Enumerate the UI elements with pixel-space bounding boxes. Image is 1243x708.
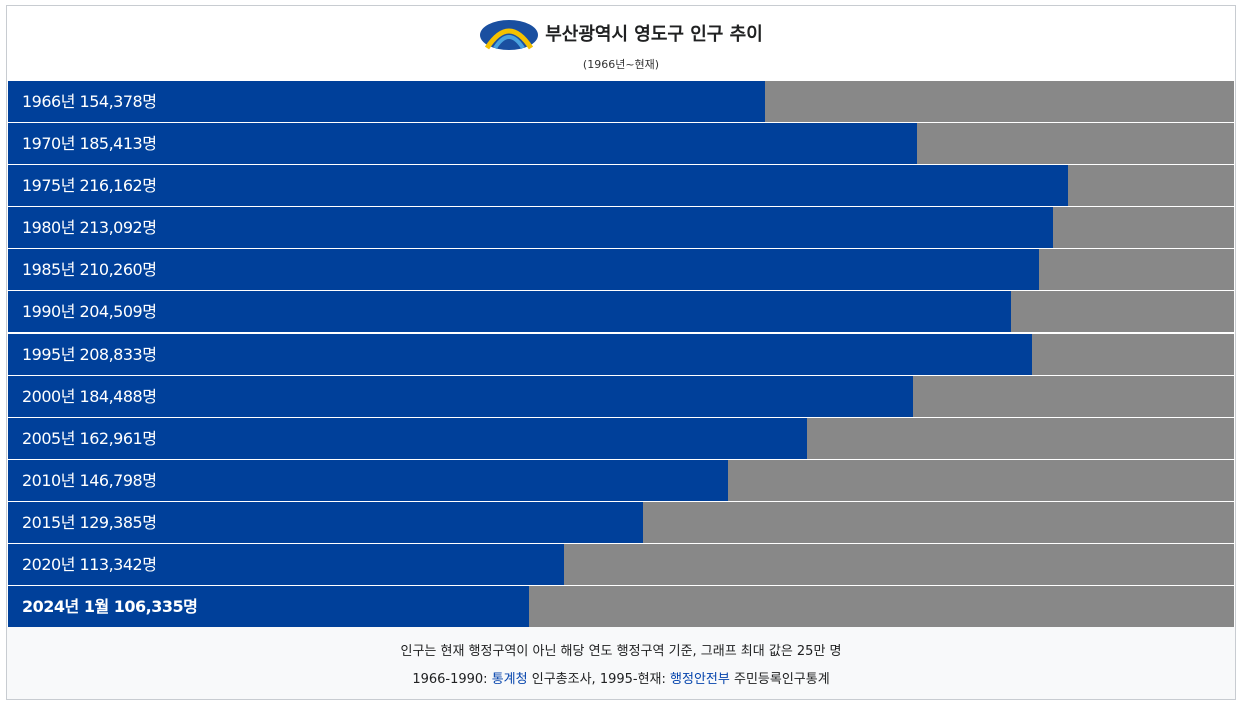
value-label: 210,260명 — [79, 260, 157, 280]
source-text: 1966-1990: — [412, 672, 488, 688]
bar — [8, 333, 1033, 375]
value-label: 184,488명 — [79, 386, 157, 406]
category-label: 2005년 — [22, 428, 75, 448]
bar-track: 2020년 113,342명 — [8, 544, 1234, 586]
bar — [8, 123, 918, 165]
source: 1966-1990: 통계청 인구총조사, 1995-현재: 행정안전부 주민등… — [7, 666, 1235, 694]
bar — [8, 375, 913, 417]
value-label: 146,798명 — [79, 470, 157, 490]
bar-track: 1966년 154,378명 — [8, 81, 1234, 122]
value-label: 185,413명 — [79, 134, 157, 154]
bar-label: 1970년 185,413명 — [22, 123, 157, 164]
bar — [8, 81, 766, 122]
category-label: 2010년 — [22, 470, 75, 490]
category-label: 1970년 — [22, 134, 75, 154]
bar-track: 2000년 184,488명 — [8, 375, 1234, 417]
logo — [480, 20, 539, 50]
bar-track: 1980년 213,092명 — [8, 207, 1234, 249]
title-row: 부산광역시 영도구 인구 추이 — [7, 18, 1235, 52]
bar-label: 2000년 184,488명 — [22, 376, 157, 417]
bars: 1966년 154,378명 1970년 185,413명 1975년 216,16… — [7, 81, 1235, 628]
value-label: 213,092명 — [79, 218, 157, 238]
bar-label: 1990년 204,509명 — [22, 291, 157, 332]
category-label: 1995년 — [22, 344, 75, 364]
bar-track: 1990년 204,509명 — [8, 291, 1234, 333]
bar-track: 2010년 146,798명 — [8, 459, 1234, 501]
bar — [8, 501, 643, 543]
category-label: 1966년 — [22, 92, 75, 111]
bar-label: 2005년 162,961명 — [22, 418, 157, 459]
note: 인구는 현재 행정구역이 아닌 해당 연도 행정구역 기준, 그래프 최대 값은… — [400, 644, 842, 660]
bar-label: 2010년 146,798명 — [22, 460, 157, 501]
chart-title: 부산광역시 영도구 인구 추이 — [545, 24, 763, 45]
source-link[interactable]: 통계청 — [491, 672, 528, 688]
value-label: 154,378명 — [79, 92, 157, 111]
value-label: 208,833명 — [79, 344, 157, 364]
bar — [8, 586, 530, 628]
bar — [8, 459, 728, 501]
bar-label: 1980년 213,092명 — [22, 207, 157, 248]
chart-subtitle: (1966년~현재) — [582, 58, 660, 71]
bar-label: 1985년 210,260명 — [22, 249, 157, 290]
source-text: 인구총조사, 1995-현재: — [531, 672, 666, 688]
bar — [8, 291, 1011, 333]
category-label: 1975년 — [22, 176, 75, 196]
category-label: 1990년 — [22, 302, 75, 322]
bar — [8, 165, 1069, 207]
value-label: 129,385명 — [79, 512, 157, 532]
source-link[interactable]: 행정안전부 — [670, 672, 730, 688]
bar-label: 1966년 154,378명 — [22, 81, 157, 122]
bar — [8, 207, 1053, 249]
bar — [8, 249, 1040, 291]
bar-track: 1970년 185,413명 — [8, 123, 1234, 165]
category-label: 2015년 — [22, 512, 75, 532]
category-label: 2020년 — [22, 555, 75, 575]
value-label: 113,342명 — [79, 555, 157, 575]
value-label: 216,162명 — [79, 176, 157, 196]
bar-track: 2005년 162,961명 — [8, 417, 1234, 459]
bar-label: 1995년 208,833명 — [22, 334, 157, 375]
value-label: 204,509명 — [79, 302, 157, 322]
value-label: 106,335명 — [113, 597, 198, 617]
bar-track: 1985년 210,260명 — [8, 249, 1234, 291]
bar-label: 1975년 216,162명 — [22, 165, 157, 206]
footer: 인구는 현재 행정구역이 아닌 해당 연도 행정구역 기준, 그래프 최대 값은… — [7, 628, 1235, 694]
bar-label: 2024년 1월 106,335명 — [22, 586, 198, 627]
category-label: 2024년 1월 — [22, 597, 109, 617]
header: 부산광역시 영도구 인구 추이 (1966년~현재) — [7, 6, 1235, 81]
bar — [8, 544, 564, 586]
value-label: 162,961명 — [79, 428, 157, 448]
chart: 부산광역시 영도구 인구 추이 (1966년~현재) 1966년 154,378… — [6, 5, 1236, 700]
category-label: 1985년 — [22, 260, 75, 280]
bar-track: 1975년 216,162명 — [8, 165, 1234, 207]
source-text: 주민등록인구통계 — [733, 672, 830, 688]
bar-track: 1995년 208,833명 — [8, 333, 1234, 375]
bar-track: 2024년 1월 106,335명 — [8, 586, 1234, 628]
bar-track: 2015년 129,385명 — [8, 501, 1234, 543]
category-label: 2000년 — [22, 386, 75, 406]
bar-label: 2020년 113,342명 — [22, 544, 157, 585]
bar — [8, 417, 808, 459]
bar-label: 2015년 129,385명 — [22, 502, 157, 543]
category-label: 1980년 — [22, 218, 75, 238]
